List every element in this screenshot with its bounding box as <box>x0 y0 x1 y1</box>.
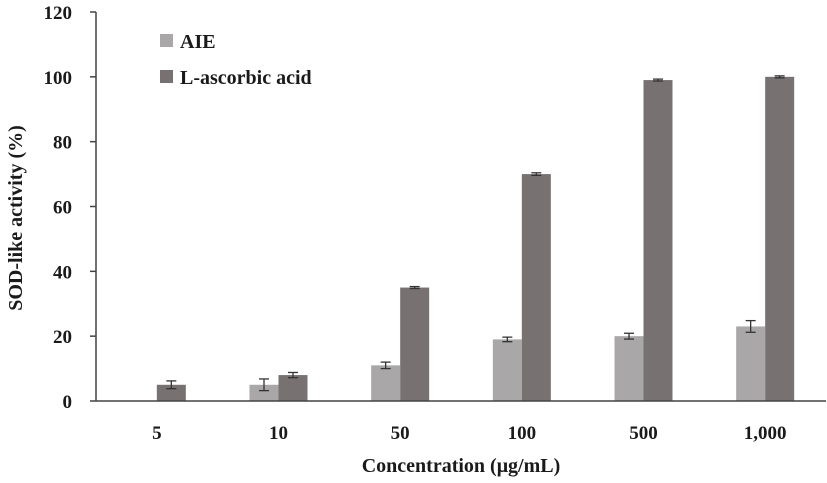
x-tick-label: 5 <box>152 423 162 444</box>
bar-aie <box>371 365 401 401</box>
y-tick-label: 120 <box>44 3 73 24</box>
legend-swatch-l-ascorbic-acid <box>160 70 173 83</box>
x-tick-label: 1,000 <box>744 423 787 444</box>
y-tick-label: 40 <box>53 262 72 283</box>
bar-l-ascorbic-acid <box>643 80 673 401</box>
y-axis-title: SOD-like activity (%) <box>5 125 27 311</box>
y-tick-label: 100 <box>44 68 73 89</box>
x-tick-label: 100 <box>508 423 537 444</box>
bar-l-ascorbic-acid <box>765 76 795 401</box>
y-tick-label: 80 <box>53 133 72 154</box>
bar-aie <box>736 326 766 401</box>
x-tick-label: 500 <box>629 423 658 444</box>
error-bars <box>166 75 785 392</box>
legend: AIE L-ascorbic acid <box>160 31 312 89</box>
bar-aie <box>492 339 522 401</box>
y-tick-label: 60 <box>53 198 72 219</box>
y-tick-label: 0 <box>63 392 73 413</box>
legend-label-aie: AIE <box>180 31 216 53</box>
y-axis-tick-labels: 0 20 40 60 80 100 120 <box>44 3 73 413</box>
legend-label-l-ascorbic-acid: L-ascorbic acid <box>180 67 312 89</box>
legend-swatch-aie <box>160 34 173 47</box>
bar-l-ascorbic-acid <box>400 287 430 401</box>
bar-aie <box>614 336 644 401</box>
bar-l-ascorbic-acid <box>521 174 551 401</box>
y-axis-ticks <box>90 11 96 402</box>
x-tick-label: 10 <box>269 423 288 444</box>
bar-l-ascorbic-acid <box>278 375 308 401</box>
bars <box>156 76 795 401</box>
x-axis-title: Concentration (μg/mL) <box>362 455 561 477</box>
bar-aie <box>249 384 279 401</box>
x-axis-tick-labels: 5 10 50 100 500 1,000 <box>152 423 786 444</box>
bar-l-ascorbic-acid <box>156 384 186 401</box>
y-tick-label: 20 <box>53 327 72 348</box>
x-tick-label: 50 <box>391 423 410 444</box>
